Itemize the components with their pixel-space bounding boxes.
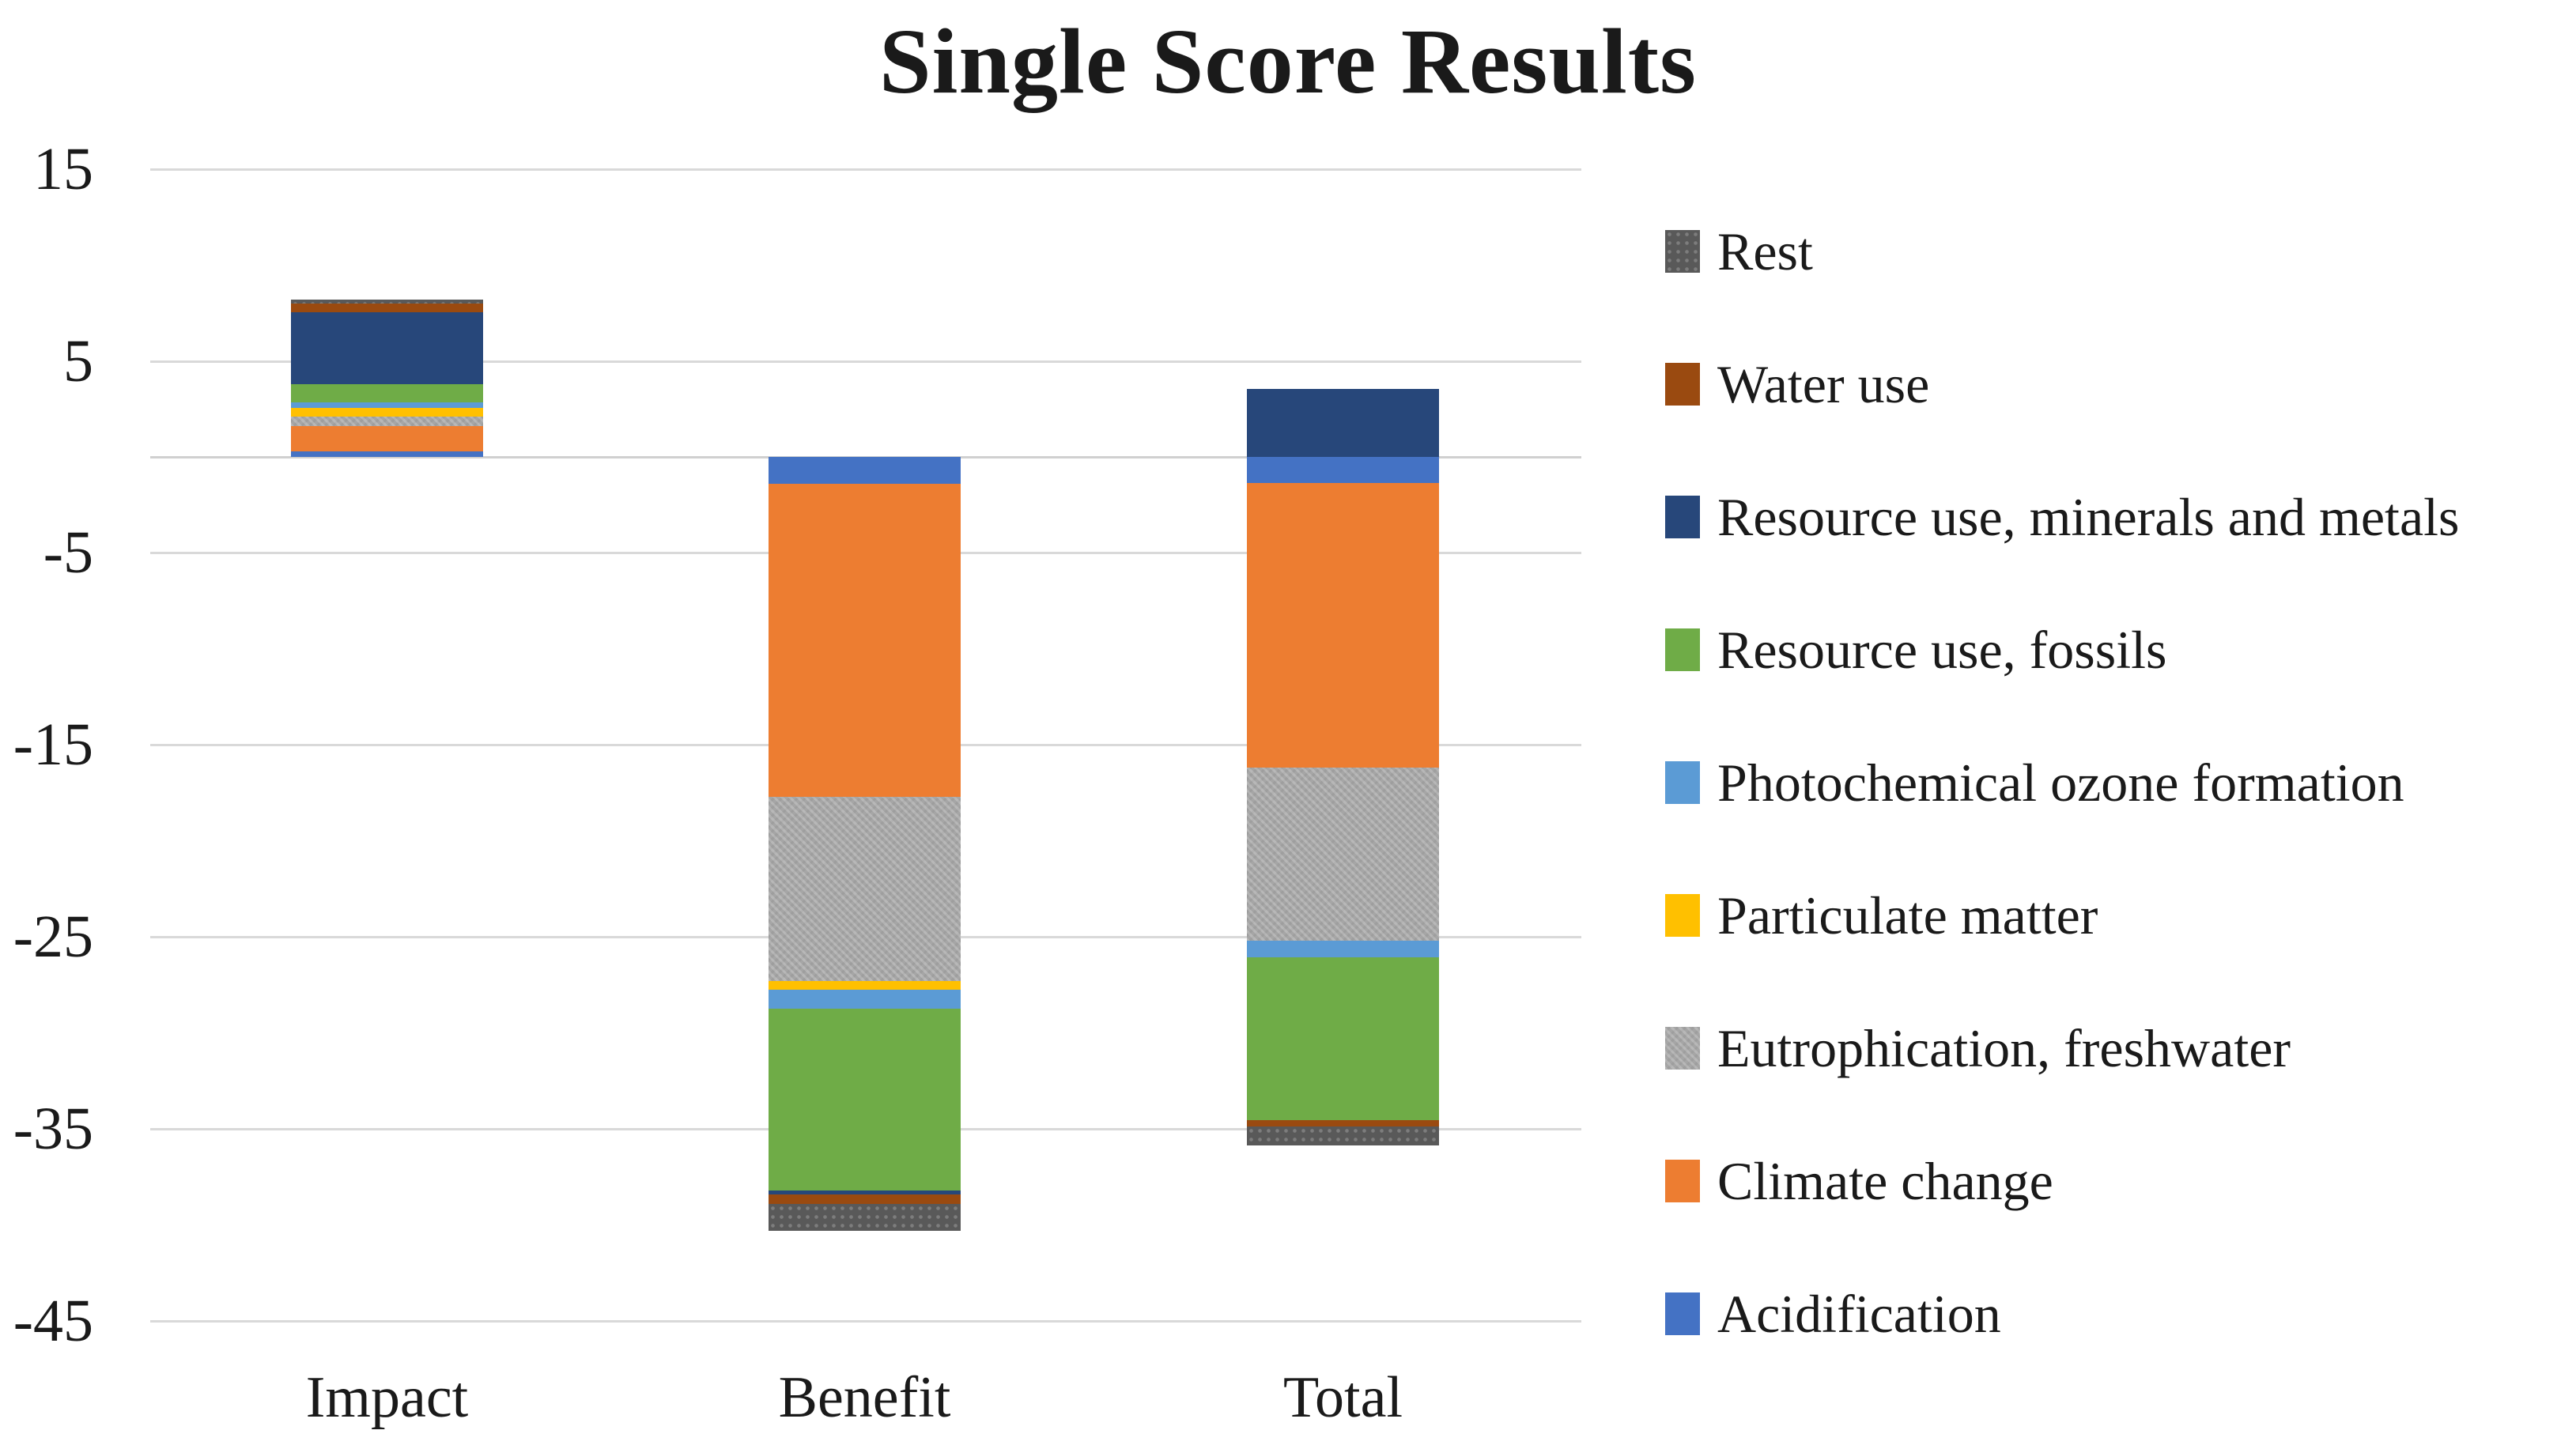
bar-segment-benefit-water-use [769, 1194, 961, 1204]
bar-segment-benefit-resource-use-fossils [769, 1009, 961, 1191]
y-tick-label: 15 [33, 135, 93, 202]
bar-segment-impact-acidification [291, 451, 483, 457]
bar-segment-impact-rest [291, 299, 483, 304]
bar-segment-impact-photochemical-ozone-formation [291, 402, 483, 409]
bar-segment-total-acidification [1247, 457, 1439, 483]
legend-label-acidification: Acidification [1717, 1283, 2001, 1344]
legend-item-eutrophication-freshwater: Eutrophication, freshwater [1665, 1012, 2291, 1085]
legend-swatch-resource-use-minerals-and-metals [1665, 496, 1700, 538]
y-tick-label: -35 [13, 1096, 93, 1163]
bar-segment-benefit-climate-change [769, 484, 961, 797]
legend-item-particulate-matter: Particulate matter [1665, 879, 2098, 952]
legend-swatch-acidification [1665, 1292, 1700, 1335]
bar-segment-total-resource-use-fossils [1247, 957, 1439, 1121]
bar-segment-impact-particulate-matter [291, 408, 483, 417]
legend-label-photochemical-ozone-formation: Photochemical ozone formation [1717, 752, 2404, 813]
legend-label-climate-change: Climate change [1717, 1150, 2053, 1211]
legend-label-resource-use-fossils: Resource use, fossils [1717, 619, 2167, 680]
legend-swatch-water-use [1665, 363, 1700, 406]
legend-item-resource-use-fossils: Resource use, fossils [1665, 613, 2166, 686]
bar-segment-benefit-eutrophication-freshwater [769, 796, 961, 982]
bar-segment-benefit-photochemical-ozone-formation [769, 990, 961, 1009]
legend-swatch-resource-use-fossils [1665, 628, 1700, 671]
legend-swatch-photochemical-ozone-formation [1665, 761, 1700, 804]
gridline-y-5 [150, 360, 1581, 363]
legend-swatch-eutrophication-freshwater [1665, 1027, 1700, 1070]
legend-item-photochemical-ozone-formation: Photochemical ozone formation [1665, 746, 2404, 819]
legend-swatch-particulate-matter [1665, 894, 1700, 937]
x-axis-label-benefit: Benefit [778, 1365, 951, 1430]
x-axis-label-total: Total [1283, 1365, 1403, 1430]
legend-label-particulate-matter: Particulate matter [1717, 885, 2098, 945]
legend-item-rest: Rest [1665, 215, 1813, 288]
legend-label-water-use: Water use [1717, 353, 1930, 414]
y-tick-label: -25 [13, 904, 93, 971]
bar-segment-impact-water-use [291, 303, 483, 312]
y-tick-label: -15 [13, 711, 93, 779]
bar-segment-benefit-resource-use-minerals-and-metals [769, 1190, 961, 1194]
bar-segment-impact-climate-change [291, 426, 483, 451]
legend-item-acidification: Acidification [1665, 1277, 2001, 1350]
bar-segment-total-water-use [1247, 1120, 1439, 1126]
bar-segment-total-resource-use-minerals-and-metals [1247, 388, 1439, 457]
y-tick-label: 5 [63, 327, 93, 394]
bar-segment-impact-resource-use-minerals-and-metals [291, 311, 483, 384]
chart-title: Single Score Results [879, 9, 1697, 113]
legend-item-water-use: Water use [1665, 348, 1929, 421]
bar-segment-benefit-rest [769, 1203, 961, 1231]
bar-segment-total-photochemical-ozone-formation [1247, 941, 1439, 957]
bar-segment-benefit-particulate-matter [769, 981, 961, 991]
gridline-y--45 [150, 1320, 1581, 1323]
bar-segment-total-climate-change [1247, 482, 1439, 768]
legend-item-climate-change: Climate change [1665, 1145, 2053, 1217]
legend-label-resource-use-minerals-and-metals: Resource use, minerals and metals [1717, 486, 2460, 547]
bar-segment-impact-resource-use-fossils [291, 383, 483, 402]
legend-swatch-rest [1665, 230, 1700, 273]
legend-swatch-climate-change [1665, 1160, 1700, 1202]
bar-segment-total-eutrophication-freshwater [1247, 768, 1439, 941]
legend-label-eutrophication-freshwater: Eutrophication, freshwater [1717, 1017, 2291, 1078]
y-tick-label: -5 [43, 519, 93, 587]
y-tick-label: -45 [13, 1288, 93, 1355]
legend-label-rest: Rest [1717, 221, 1813, 281]
legend-item-resource-use-minerals-and-metals: Resource use, minerals and metals [1665, 481, 2460, 553]
gridline-y-15 [150, 168, 1581, 171]
x-axis-label-impact: Impact [305, 1365, 469, 1430]
bar-segment-benefit-acidification [769, 457, 961, 484]
bar-segment-impact-eutrophication-freshwater [291, 416, 483, 427]
bar-segment-total-rest [1247, 1126, 1439, 1145]
